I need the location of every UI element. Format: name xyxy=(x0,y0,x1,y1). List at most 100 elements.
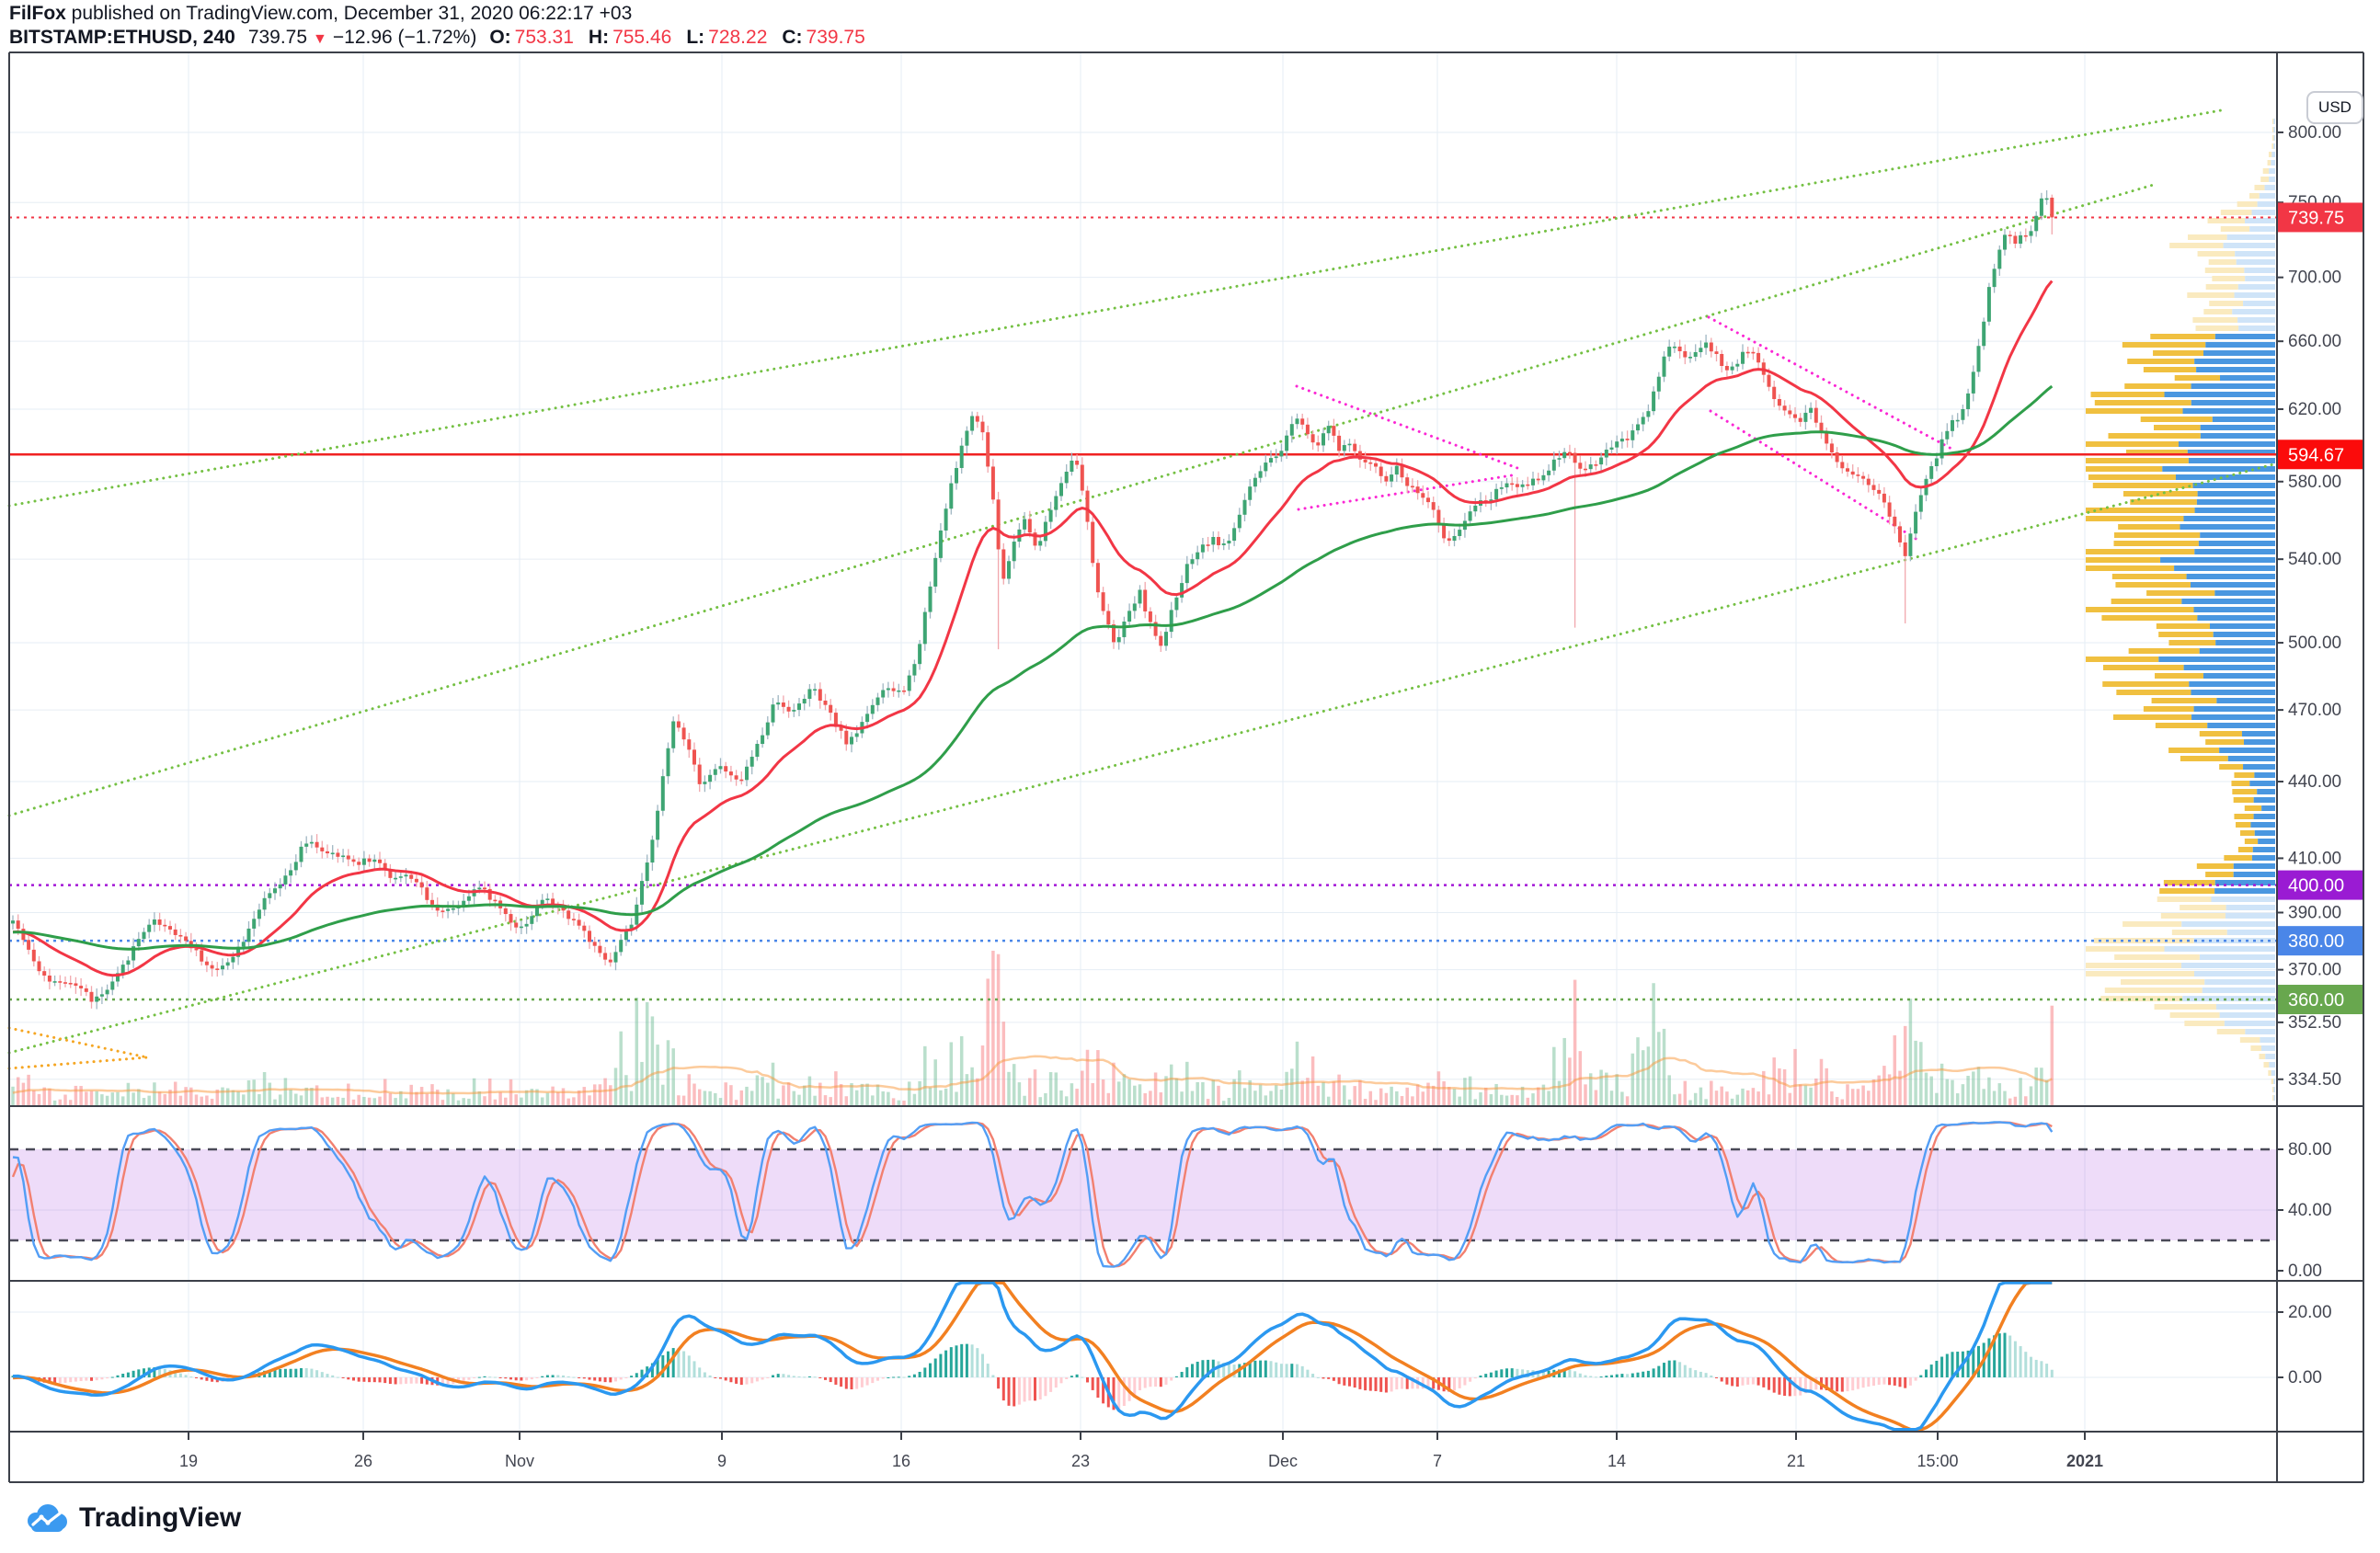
profile-bar-value xyxy=(2273,143,2275,149)
macd-pane[interactable] xyxy=(9,1281,2277,1432)
volume-bar xyxy=(1248,1079,1252,1105)
candle-down xyxy=(1677,346,1682,351)
candle-up xyxy=(1264,462,1268,472)
profile-bar-value xyxy=(2203,350,2275,356)
volume-bar xyxy=(1688,1100,1692,1105)
macd-histogram-bar xyxy=(1803,1377,1807,1394)
candle-down xyxy=(1594,464,1598,466)
stochastic-band xyxy=(9,1149,2277,1240)
profile-bar-value xyxy=(2232,309,2275,314)
candle-up xyxy=(970,416,975,431)
macd-histogram-bar xyxy=(2045,1364,2049,1377)
candle-up xyxy=(1976,346,1981,372)
candle-up xyxy=(703,782,707,784)
svg-text:15:00: 15:00 xyxy=(1917,1452,1958,1470)
volume-bar xyxy=(991,951,995,1105)
volume-bar xyxy=(1662,1028,1666,1105)
volume-bar xyxy=(1972,1071,1975,1105)
volume-bar xyxy=(1153,1072,1158,1105)
volume-bar xyxy=(1646,1046,1651,1105)
volume-bar xyxy=(1992,1091,1997,1105)
volume-bar xyxy=(1106,1092,1111,1105)
price-axis[interactable]: 800.00750.00700.00660.00620.00580.00540.… xyxy=(2277,123,2363,1387)
volume-bar xyxy=(530,1089,534,1105)
macd-histogram-bar xyxy=(289,1368,292,1377)
candle-up xyxy=(776,702,781,705)
volume-bar xyxy=(1064,1096,1069,1105)
volume-bar xyxy=(1483,1087,1488,1105)
macd-histogram-bar xyxy=(1620,1374,1624,1377)
currency-toggle-button[interactable]: USD xyxy=(2306,91,2363,124)
profile-bar-value xyxy=(2200,433,2275,439)
macd-histogram-bar xyxy=(661,1354,665,1377)
macd-histogram-bar xyxy=(1694,1370,1698,1377)
candle-up xyxy=(147,924,152,932)
volume-bar xyxy=(1961,1084,1965,1105)
profile-bar-value xyxy=(2219,748,2275,753)
candle-down xyxy=(1332,426,1336,436)
macd-histogram-bar xyxy=(1678,1362,1682,1377)
candle-up xyxy=(886,688,890,691)
volume-bar xyxy=(1557,1080,1562,1105)
profile-bar-value xyxy=(2271,160,2275,166)
candle-down xyxy=(1782,405,1787,411)
macd-histogram-bar xyxy=(582,1377,586,1379)
volume-bar xyxy=(32,1090,36,1105)
candle-up xyxy=(1730,366,1734,371)
profile-bar-total xyxy=(2231,781,2250,786)
macd-histogram-bar xyxy=(949,1347,953,1377)
volume-bar xyxy=(1133,1085,1137,1105)
tradingview-logo-icon[interactable] xyxy=(26,1503,68,1533)
volume-bar xyxy=(1788,1092,1792,1105)
macd-histogram-bar xyxy=(1861,1377,1865,1388)
volume-bar xyxy=(441,1100,445,1105)
volume-bar xyxy=(2024,1096,2028,1105)
stochastic-pane[interactable] xyxy=(9,1106,2277,1281)
volume-bar xyxy=(1767,1094,1771,1105)
main-pane[interactable] xyxy=(9,52,2277,1106)
volume-bar xyxy=(1169,1064,1173,1105)
volume-bar xyxy=(1411,1096,1414,1105)
panes xyxy=(9,52,2277,1432)
candle-up xyxy=(299,846,303,862)
profile-bar-total xyxy=(2124,383,2191,389)
macd-histogram-bar xyxy=(1573,1371,1577,1377)
candle-down xyxy=(692,749,696,765)
volume-bar xyxy=(970,1067,974,1105)
volume-bar xyxy=(1584,1084,1587,1105)
candle-up xyxy=(1971,371,1975,394)
macd-histogram-bar xyxy=(887,1376,890,1378)
profile-bar-total xyxy=(2111,599,2182,604)
volume-bar xyxy=(944,1088,948,1105)
macd-histogram-bar xyxy=(1001,1377,1005,1401)
volume-bar xyxy=(1112,1062,1116,1105)
volume-bar xyxy=(666,1040,670,1105)
macd-histogram-bar xyxy=(1615,1374,1619,1377)
volume-bar xyxy=(2050,1005,2054,1105)
macd-histogram-bar xyxy=(1972,1348,1975,1377)
macd-histogram-bar xyxy=(724,1377,727,1381)
macd-histogram-bar xyxy=(1741,1377,1745,1386)
volume-bar xyxy=(1516,1095,1519,1105)
macd-histogram-bar xyxy=(1279,1364,1283,1377)
candle-up xyxy=(1619,439,1624,442)
profile-bar-total xyxy=(2086,516,2184,521)
volume-bar xyxy=(650,1016,655,1105)
profile-bar-total xyxy=(2240,830,2255,836)
svg-text:739.75: 739.75 xyxy=(2288,208,2344,228)
candle-down xyxy=(1887,502,1892,517)
svg-text:14: 14 xyxy=(1608,1452,1626,1470)
candle-down xyxy=(194,948,199,951)
volume-bar xyxy=(692,1083,696,1105)
candle-up xyxy=(451,908,455,910)
macd-histogram-bar xyxy=(1311,1374,1315,1377)
macd-histogram-bar xyxy=(126,1372,130,1377)
time-axis[interactable]: 19 26 Nov 9 16 23 Dec 7 14 21 15:00 2021 xyxy=(179,1432,2103,1470)
tradingview-brand-text[interactable]: TradingView xyxy=(79,1502,242,1533)
volume-bar xyxy=(157,1091,162,1105)
profile-bar-value xyxy=(2254,772,2275,778)
candle-down xyxy=(561,906,566,911)
volume-bar xyxy=(1447,1087,1451,1105)
macd-histogram-bar xyxy=(1836,1377,1839,1392)
